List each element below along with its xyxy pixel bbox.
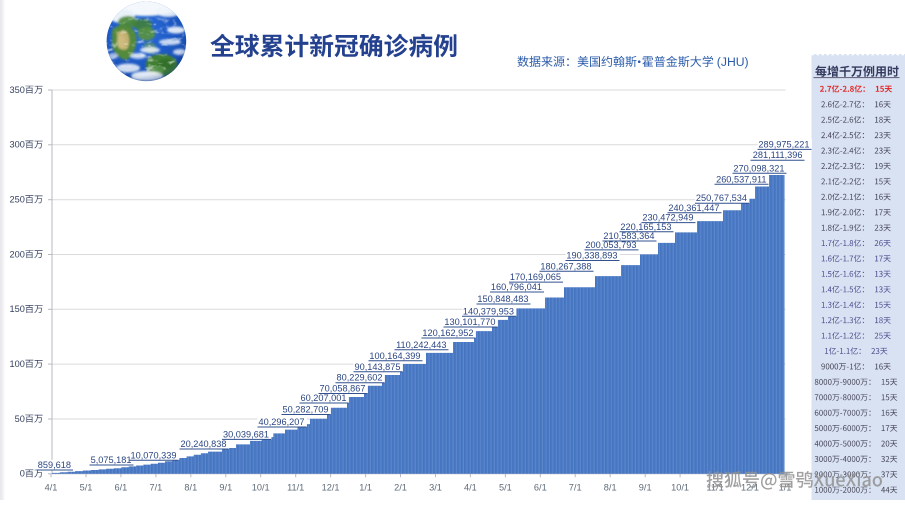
svg-text:150: 150: [10, 304, 25, 314]
svg-text:350: 350: [10, 85, 25, 95]
svg-text:9/1: 9/1: [219, 482, 232, 492]
svg-text:90,143,875: 90,143,875: [355, 362, 401, 372]
svg-text:180,267,388: 180,267,388: [540, 261, 591, 271]
svg-text:100: 100: [10, 359, 25, 369]
svg-text:8/1: 8/1: [604, 482, 617, 492]
svg-text:250,767,534: 250,767,534: [696, 193, 747, 203]
svg-text:7/1: 7/1: [150, 482, 163, 492]
svg-text:140,379,953: 140,379,953: [463, 306, 514, 316]
svg-text:160,796,041: 160,796,041: [491, 282, 542, 292]
svg-text:6/1: 6/1: [534, 482, 547, 492]
svg-text:859,618: 859,618: [38, 460, 71, 470]
svg-text:190,338,893: 190,338,893: [566, 251, 617, 261]
svg-text:1/1: 1/1: [359, 482, 372, 492]
svg-text:220,165,153: 220,165,153: [620, 222, 671, 232]
svg-text:0: 0: [20, 469, 25, 479]
svg-text:200: 200: [10, 249, 25, 259]
svg-text:20,240,838: 20,240,838: [181, 439, 227, 449]
svg-text:230,472,949: 230,472,949: [642, 213, 693, 223]
svg-text:120,162,952: 120,162,952: [422, 328, 473, 338]
svg-text:4/1: 4/1: [464, 482, 477, 492]
svg-text:7/1: 7/1: [569, 482, 582, 492]
svg-text:5/1: 5/1: [80, 482, 93, 492]
svg-text:70,058,867: 70,058,867: [320, 384, 366, 394]
svg-text:12/1: 12/1: [322, 482, 340, 492]
svg-text:5,075,181: 5,075,181: [91, 455, 132, 465]
svg-text:4/1: 4/1: [45, 482, 58, 492]
svg-text:50,282,709: 50,282,709: [283, 405, 329, 415]
svg-text:250: 250: [10, 195, 25, 205]
svg-text:(JHU): (JHU): [717, 55, 749, 69]
svg-text:150,848,483: 150,848,483: [477, 294, 528, 304]
svg-text:6/1: 6/1: [115, 482, 128, 492]
svg-text:10,070,339: 10,070,339: [131, 450, 177, 460]
svg-text:110,242,443: 110,242,443: [396, 340, 446, 350]
svg-text:30,039,681: 30,039,681: [223, 429, 269, 439]
svg-text:210,583,364: 210,583,364: [603, 231, 654, 241]
svg-text:3/1: 3/1: [429, 482, 442, 492]
svg-text:281,111,396: 281,111,396: [753, 150, 803, 160]
svg-text:9/1: 9/1: [639, 482, 652, 492]
svg-text:60,207,001: 60,207,001: [301, 393, 347, 403]
svg-text:170,169,065: 170,169,065: [510, 272, 561, 282]
svg-text:10/1: 10/1: [671, 482, 689, 492]
svg-text:10/1: 10/1: [252, 482, 270, 492]
svg-text:50: 50: [15, 414, 25, 424]
svg-text:270,098,321: 270,098,321: [733, 163, 784, 173]
svg-text:8/1: 8/1: [184, 482, 197, 492]
svg-text:80,229,602: 80,229,602: [337, 373, 383, 383]
svg-text:40,296,207: 40,296,207: [259, 417, 305, 427]
svg-text:2/1: 2/1: [394, 482, 407, 492]
svg-text:11/1: 11/1: [287, 482, 304, 492]
svg-text:289,975,221: 289,975,221: [758, 139, 809, 149]
svg-text:300: 300: [10, 140, 25, 150]
svg-text:240,361,447: 240,361,447: [668, 203, 719, 213]
svg-text:260,537,911: 260,537,911: [716, 174, 766, 184]
svg-text:100,164,399: 100,164,399: [369, 351, 420, 361]
svg-text:130,101,770: 130,101,770: [444, 317, 495, 327]
svg-text:5/1: 5/1: [499, 482, 512, 492]
